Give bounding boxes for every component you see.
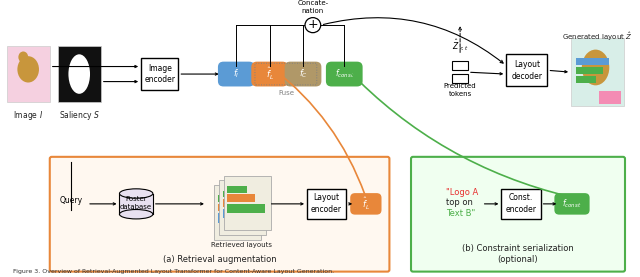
Bar: [120, 194, 153, 214]
FancyBboxPatch shape: [326, 62, 363, 86]
Bar: [576, 58, 609, 65]
Bar: [141, 58, 179, 90]
Ellipse shape: [68, 54, 90, 94]
Text: "Logo A: "Logo A: [446, 188, 479, 197]
Bar: [223, 191, 242, 197]
Bar: [218, 204, 245, 211]
Bar: [576, 68, 604, 74]
FancyBboxPatch shape: [285, 62, 321, 86]
Ellipse shape: [120, 209, 153, 219]
Text: Generated layout $\hat{Z}$: Generated layout $\hat{Z}$: [563, 31, 633, 43]
Ellipse shape: [17, 56, 39, 83]
Bar: [501, 189, 541, 219]
Text: $f_{const}$: $f_{const}$: [563, 198, 582, 210]
FancyBboxPatch shape: [252, 62, 288, 86]
Text: +: +: [308, 18, 318, 31]
Text: Image $I$: Image $I$: [13, 109, 44, 122]
Text: Layout
encoder: Layout encoder: [311, 193, 342, 214]
Text: $f_C$: $f_C$: [298, 68, 308, 80]
Bar: [576, 76, 596, 83]
Bar: [506, 54, 547, 86]
Text: Predicted
tokens: Predicted tokens: [444, 83, 476, 97]
Bar: [218, 213, 255, 223]
Text: Query: Query: [60, 196, 83, 205]
Text: Retrieved layouts: Retrieved layouts: [211, 242, 272, 248]
FancyBboxPatch shape: [554, 193, 589, 215]
Bar: [452, 61, 468, 70]
Text: (a) Retrieval augmentation: (a) Retrieval augmentation: [163, 255, 276, 264]
Bar: [218, 195, 237, 202]
Text: top on: top on: [446, 198, 473, 207]
Text: Image
encoder: Image encoder: [144, 64, 175, 84]
Bar: [452, 74, 468, 83]
Text: Poster
database: Poster database: [120, 196, 152, 210]
Text: Const.
encoder: Const. encoder: [506, 193, 536, 214]
Text: $\hat{Z}_{<t}$: $\hat{Z}_{<t}$: [452, 37, 468, 53]
Bar: [227, 186, 247, 193]
Bar: [571, 38, 624, 106]
Bar: [58, 46, 101, 102]
Ellipse shape: [19, 52, 28, 63]
Text: Fuse: Fuse: [278, 89, 294, 96]
Text: Concate-
nation: Concate- nation: [298, 0, 328, 14]
Text: Figure 3. Overview of Retrieval-Augmented Layout Transformer for Content-Aware L: Figure 3. Overview of Retrieval-Augmente…: [13, 269, 334, 274]
Text: Layout
decoder: Layout decoder: [511, 60, 542, 81]
Text: Text B": Text B": [446, 209, 476, 218]
Circle shape: [305, 18, 321, 33]
Bar: [214, 185, 261, 240]
FancyBboxPatch shape: [218, 62, 255, 86]
Bar: [223, 209, 260, 218]
Text: $\hat{f}_L$: $\hat{f}_L$: [266, 66, 274, 82]
Bar: [227, 194, 255, 202]
Text: Saliency $S$: Saliency $S$: [59, 109, 100, 122]
Ellipse shape: [120, 189, 153, 198]
Text: $f_{const}$: $f_{const}$: [335, 68, 354, 80]
Bar: [227, 204, 265, 213]
FancyBboxPatch shape: [50, 157, 389, 272]
Bar: [223, 176, 271, 230]
Bar: [600, 91, 621, 104]
Bar: [307, 189, 346, 219]
FancyBboxPatch shape: [411, 157, 625, 272]
Text: $f_I$: $f_I$: [233, 68, 239, 80]
Text: $\hat{f}_L$: $\hat{f}_L$: [362, 196, 370, 212]
Bar: [223, 199, 250, 207]
FancyBboxPatch shape: [350, 193, 381, 215]
Bar: [6, 46, 50, 102]
Ellipse shape: [582, 50, 609, 85]
Bar: [219, 180, 266, 235]
Text: (b) Constraint serialization
(optional): (b) Constraint serialization (optional): [462, 244, 574, 264]
